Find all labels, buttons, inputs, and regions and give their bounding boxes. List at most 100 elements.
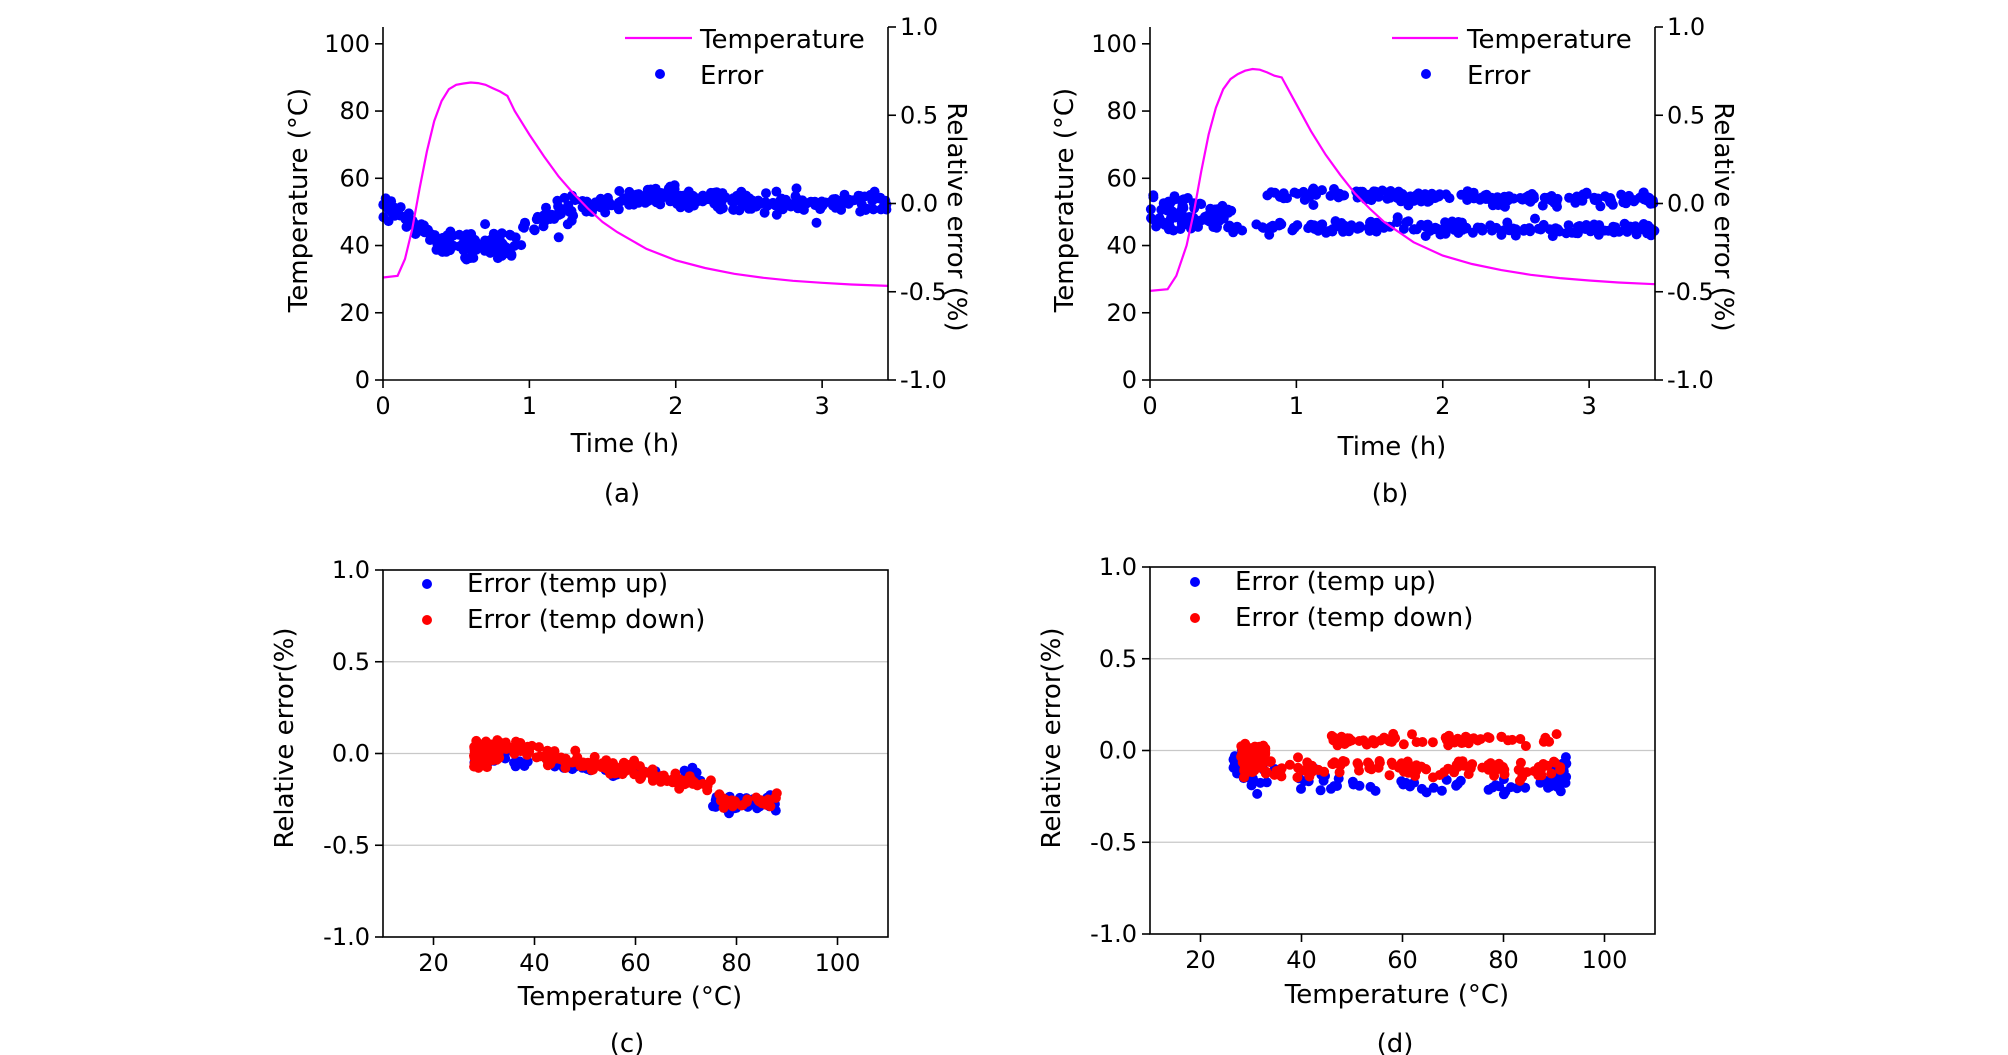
error-point: [773, 201, 784, 212]
error-point: [614, 186, 625, 196]
temp-down-point: [1354, 765, 1364, 776]
legend-marker-error: [1421, 69, 1431, 79]
error-point: [1182, 217, 1193, 227]
error-point: [1589, 192, 1600, 203]
error-point: [1462, 186, 1473, 197]
temp-down-point: [1520, 741, 1531, 751]
temp-up-point: [1365, 781, 1376, 792]
temp-up-point: [1296, 783, 1306, 794]
error-point: [1408, 224, 1419, 235]
temp-down-point: [1364, 763, 1375, 774]
error-point: [1548, 225, 1559, 236]
error-points: [378, 180, 892, 265]
y-tick-label-left: 20: [1106, 299, 1137, 327]
error-point: [1440, 217, 1451, 228]
temp-down-point: [649, 770, 660, 781]
temp-down-point: [1507, 734, 1518, 745]
temp-up-point: [1483, 784, 1494, 795]
x-tick-label: 80: [1488, 946, 1519, 974]
error-point: [1327, 226, 1338, 237]
temp-down-point: [471, 735, 482, 746]
error-point: [1622, 224, 1633, 234]
x-tick-label: 0: [1142, 392, 1157, 420]
error-point: [1616, 189, 1627, 200]
temp-down-point: [1328, 735, 1339, 746]
temp-down-point: [1546, 768, 1557, 779]
panel-c: Error (temp up) Error (temp down) Temper…: [270, 556, 889, 1055]
error-point: [1571, 191, 1582, 202]
temp-down-point: [1292, 772, 1303, 783]
legend-marker-temp-up: [1190, 577, 1200, 587]
temp-down-point: [1403, 767, 1414, 778]
temp-down-point: [1535, 765, 1546, 776]
legend-marker-temp-down: [1190, 613, 1200, 623]
error-point: [1413, 188, 1424, 199]
panel-caption: (c): [610, 1029, 645, 1055]
temp-down-point: [1421, 764, 1432, 775]
error-point: [1430, 222, 1441, 233]
temp-down-point: [1396, 758, 1407, 769]
y-tick-label: 0.5: [1099, 645, 1137, 673]
temp-down-point: [1284, 759, 1295, 770]
temp-down-point: [1276, 763, 1287, 774]
error-point: [429, 234, 440, 245]
x-tick-label: 100: [815, 949, 861, 977]
temperature-line: [1149, 67, 1656, 292]
temp-down-point: [1483, 759, 1494, 770]
y-tick-label: 0.5: [332, 648, 370, 676]
y-tick-label-right: -1.0: [900, 366, 947, 394]
temp-up-point: [1315, 785, 1326, 796]
temp-down-point: [589, 751, 600, 762]
temp-down-point: [1255, 742, 1266, 753]
error-point: [1403, 200, 1414, 211]
error-point: [716, 196, 727, 206]
error-point: [1317, 185, 1327, 196]
temp-up-point: [1520, 782, 1531, 793]
temp-up-point: [1535, 777, 1546, 788]
error-point: [549, 213, 559, 224]
error-point: [1150, 215, 1161, 226]
error-point: [1292, 220, 1303, 231]
error-point: [1145, 204, 1156, 215]
error-point: [1354, 221, 1365, 232]
temp-up-point: [1451, 779, 1462, 790]
temp-down-point: [618, 758, 629, 769]
temp-up-point: [1329, 781, 1340, 792]
error-point: [1510, 230, 1521, 241]
error-point: [1370, 186, 1381, 197]
error-point: [1309, 224, 1320, 234]
temp-down-point: [517, 743, 528, 754]
y-tick-label-right: 1.0: [900, 13, 938, 41]
panel-caption: (a): [604, 479, 640, 509]
error-point: [867, 195, 878, 206]
temp-down-point: [675, 775, 686, 786]
y-tick-label-left: 0: [1122, 366, 1137, 394]
error-point: [506, 249, 517, 260]
temp-up-point: [1405, 781, 1415, 792]
error-point: [494, 236, 505, 247]
error-point: [1237, 225, 1248, 236]
y-tick-label-left: 60: [339, 164, 370, 192]
error-point: [1392, 212, 1403, 223]
y-axis-label: Relative error(%): [270, 627, 300, 848]
temp-down-point: [596, 762, 607, 772]
error-points: [1145, 183, 1660, 242]
temp-down-point: [1352, 758, 1363, 769]
legend-label-temp-up: Error (temp up): [467, 569, 668, 599]
temp-down-point: [1407, 729, 1417, 740]
x-tick-label: 60: [1387, 946, 1418, 974]
temp-down-point: [1411, 737, 1422, 748]
temp-down-point: [1398, 739, 1409, 750]
error-point: [801, 198, 812, 209]
temperature-line: [382, 81, 889, 287]
error-point: [1269, 187, 1280, 198]
error-point: [538, 221, 549, 232]
temp-up-point: [509, 757, 519, 768]
temp-down-points: [469, 735, 782, 813]
error-point: [1607, 199, 1618, 210]
y-axis-label: Relative error(%): [1037, 627, 1067, 848]
error-point: [1572, 221, 1583, 232]
error-point: [1608, 223, 1619, 234]
legend-label-temp-down: Error (temp down): [1235, 603, 1473, 633]
temp-down-point: [770, 792, 781, 803]
